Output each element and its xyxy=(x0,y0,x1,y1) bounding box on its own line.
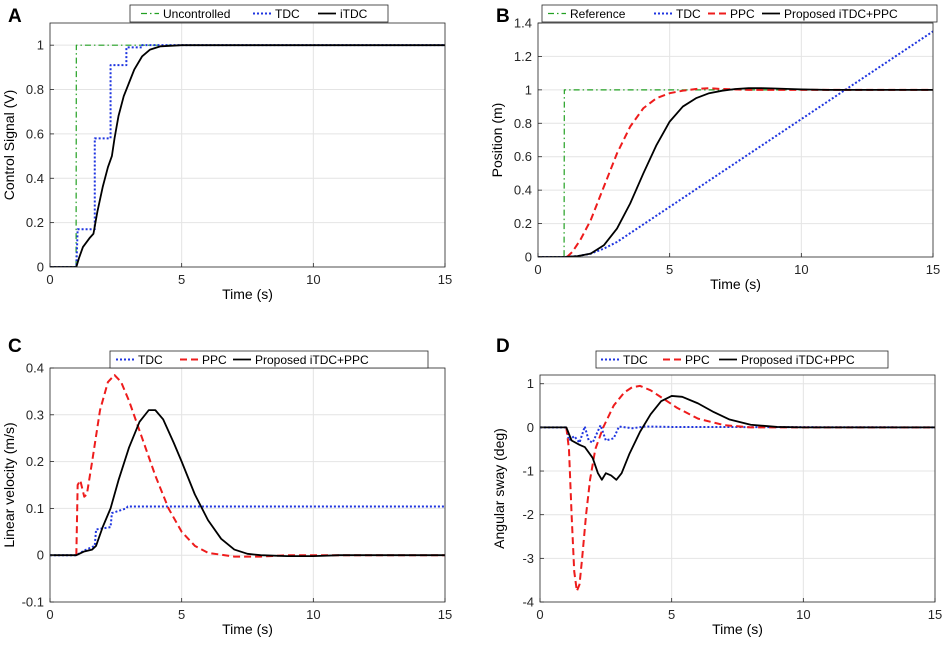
x-tick-label: 10 xyxy=(306,607,320,622)
legend-label: Uncontrolled xyxy=(163,7,230,21)
x-tick-label: 0 xyxy=(46,607,53,622)
y-tick-label: 0 xyxy=(525,250,532,265)
series-line-proposed-itdc-ppc xyxy=(540,395,935,481)
x-tick-label: 15 xyxy=(926,262,940,277)
x-tick-label: 0 xyxy=(536,607,543,622)
series-line-proposed-itdc-ppc xyxy=(538,87,933,257)
panel-letter: D xyxy=(496,336,510,357)
panel-letter: B xyxy=(496,6,510,27)
y-axis-label: Position (m) xyxy=(489,103,505,178)
chart-panel-D: 0 5 10 15 -4 -3 -2 -1 0 1 Time (s) Angular sway (de… xyxy=(491,336,942,637)
x-axis-label: Time (s) xyxy=(710,276,761,292)
series-line-tdc xyxy=(50,505,445,557)
legend-label: TDC xyxy=(676,7,701,21)
y-tick-label: 0.2 xyxy=(26,215,44,230)
series-line-tdc xyxy=(50,44,445,267)
y-tick-label: -2 xyxy=(522,507,534,522)
legend-label: Proposed iTDC+PPC xyxy=(255,353,369,367)
series-line-tdc xyxy=(540,424,935,444)
y-tick-label: 0.2 xyxy=(514,216,532,231)
x-axis-label: Time (s) xyxy=(222,621,273,637)
legend: TDC PPC Proposed iTDC+PPC xyxy=(595,350,889,369)
legend-box xyxy=(109,350,429,369)
legend-label: PPC xyxy=(202,353,227,367)
x-tick-label: 5 xyxy=(178,272,185,287)
legend-label: Reference xyxy=(570,7,626,21)
x-tick-label: 5 xyxy=(668,607,675,622)
legend-box xyxy=(541,4,938,23)
legend-label: PPC xyxy=(730,7,755,21)
y-tick-label: 0 xyxy=(37,548,44,563)
series-line-ppc xyxy=(566,87,933,257)
y-tick-label: -1 xyxy=(522,464,534,479)
plot-area xyxy=(540,375,935,602)
y-tick-label: 0.4 xyxy=(26,361,44,376)
y-tick-label: 1 xyxy=(525,82,532,97)
series-line-ppc xyxy=(75,374,445,558)
legend-label: iTDC xyxy=(340,7,368,21)
y-tick-label: 0.4 xyxy=(26,171,44,186)
chart-panel-B: 0 5 10 15 0 0.2 0.4 0.6 0.8 1 1.2 1.4 Time (s) Positi… xyxy=(489,4,940,292)
y-tick-label: 0 xyxy=(527,420,534,435)
panel-letter: C xyxy=(8,336,22,357)
panel-letter: A xyxy=(8,6,22,27)
y-tick-label: 1 xyxy=(37,38,44,53)
series-line-itdc xyxy=(50,44,445,267)
plot-area xyxy=(538,23,933,257)
legend-label: PPC xyxy=(685,353,710,367)
y-tick-label: 0.3 xyxy=(26,407,44,422)
plot-area xyxy=(50,368,445,602)
chart-panel-A: 0 5 10 15 0 0.2 0.4 0.6 0.8 1 Time (s) Control Sign… xyxy=(1,4,452,302)
x-axis-label: Time (s) xyxy=(712,621,763,637)
series-line-reference xyxy=(538,89,933,257)
y-tick-label: 1 xyxy=(527,376,534,391)
plot-area xyxy=(50,23,445,267)
y-tick-label: 1.4 xyxy=(514,16,532,31)
y-tick-label: 0.4 xyxy=(514,183,532,198)
x-tick-label: 15 xyxy=(438,607,452,622)
series-line-ppc xyxy=(565,384,935,593)
y-tick-label: 0.2 xyxy=(26,454,44,469)
legend-box xyxy=(595,350,889,369)
x-tick-label: 0 xyxy=(534,262,541,277)
x-tick-label: 10 xyxy=(796,607,810,622)
legend-label: Proposed iTDC+PPC xyxy=(741,353,855,367)
legend-label: Proposed iTDC+PPC xyxy=(784,7,898,21)
x-tick-label: 10 xyxy=(306,272,320,287)
x-axis-label: Time (s) xyxy=(222,286,273,302)
y-tick-label: -0.1 xyxy=(22,595,44,610)
legend-label: TDC xyxy=(138,353,163,367)
y-axis-label: Linear velocity (m/s) xyxy=(1,422,17,547)
x-tick-label: 5 xyxy=(666,262,673,277)
y-tick-label: 0.8 xyxy=(26,82,44,97)
x-tick-label: 10 xyxy=(794,262,808,277)
y-tick-label: 0.6 xyxy=(514,149,532,164)
y-axis-label: Angular sway (deg) xyxy=(491,428,507,549)
axes-box xyxy=(539,374,936,603)
legend: Uncontrolled TDC iTDC xyxy=(129,4,389,23)
x-tick-label: 15 xyxy=(438,272,452,287)
legend-label: TDC xyxy=(623,353,648,367)
legend: TDC PPC Proposed iTDC+PPC xyxy=(109,350,429,369)
legend: Reference TDC PPC Proposed iTDC+PPC xyxy=(541,4,938,23)
y-tick-label: 1.2 xyxy=(514,49,532,64)
y-tick-label: 0.1 xyxy=(26,501,44,516)
x-tick-label: 5 xyxy=(178,607,185,622)
x-tick-label: 0 xyxy=(46,272,53,287)
y-tick-label: 0.6 xyxy=(26,126,44,141)
y-axis-label: Control Signal (V) xyxy=(1,90,17,201)
axes-box xyxy=(49,22,446,268)
y-tick-label: 0.8 xyxy=(514,116,532,131)
y-tick-label: 0 xyxy=(37,260,44,275)
series-line-proposed-itdc-ppc xyxy=(50,409,445,558)
y-tick-label: -4 xyxy=(522,595,534,610)
x-tick-label: 15 xyxy=(928,607,942,622)
axes-box xyxy=(537,22,934,258)
legend-label: TDC xyxy=(275,7,300,21)
y-tick-label: -3 xyxy=(522,551,534,566)
